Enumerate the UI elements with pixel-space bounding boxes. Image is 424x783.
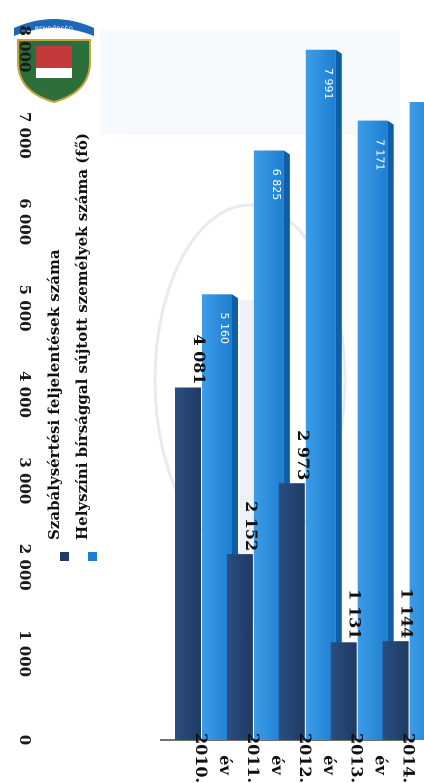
bar-bírság [357,120,388,741]
y-tick-label: 7 000 [16,112,34,159]
x-category-suffix: év [268,755,287,775]
x-category-label: 2011. [244,733,263,783]
y-tick-label: 3 000 [16,457,34,504]
bar-feljelentés [226,554,253,740]
bar-bírság-side [387,120,394,741]
bar-bírság-side [335,49,342,741]
bar-feljelentés [330,642,357,740]
bar-feljelentés [382,641,409,740]
bar-feljelentés [175,387,201,740]
x-category-label: 2010. [192,733,211,783]
x-category-label: 2012. [296,733,315,783]
legend-label: Helyszíni bírsággal sújtott személyek sz… [73,133,91,540]
bar-feljelentés-label: 4 081 [190,334,209,384]
bar-bírság-label: 5 160 [218,313,231,345]
logo-banner [14,19,94,36]
y-tick-label: 1 000 [16,630,34,677]
bar-feljelentés [278,483,305,740]
logo-stripe [36,68,72,78]
x-category-label: 2014. [400,733,419,783]
logo-text: RENDŐRSÉG [35,25,74,33]
bar-feljelentés-label: 1 144 [398,588,417,638]
x-category-suffix: év [320,755,339,775]
x-category-suffix: év [216,755,235,775]
legend-swatch [60,552,69,561]
bar-bírság-label: 7 171 [374,139,387,171]
logo-stripe [36,46,72,68]
bar-feljelentés-label: 1 131 [346,589,365,639]
y-tick-label: 2 000 [16,544,34,591]
bar-bírság-label: 6 825 [270,169,283,201]
y-tick-label: 5 000 [16,285,34,332]
bar-bírság [305,49,336,741]
bar-bírság-label: 7 991 [322,68,335,100]
background-panel [100,30,400,135]
legend-label: Szabálysértési feljelentések száma [45,249,63,540]
y-tick-label: 0 [16,735,34,745]
y-tick-label: 8 000 [16,26,34,73]
x-category-suffix: év [372,755,391,775]
x-category-label: 2013. [348,733,367,783]
police-logo: RENDŐRSÉG [14,19,94,104]
bar-feljelentés-label: 2 973 [294,430,313,480]
bar-bírság [409,102,424,741]
y-tick-label: 4 000 [16,371,34,418]
bar-feljelentés-label: 2 152 [242,501,261,551]
legend-swatch [88,552,97,561]
y-tick-label: 6 000 [16,198,34,245]
